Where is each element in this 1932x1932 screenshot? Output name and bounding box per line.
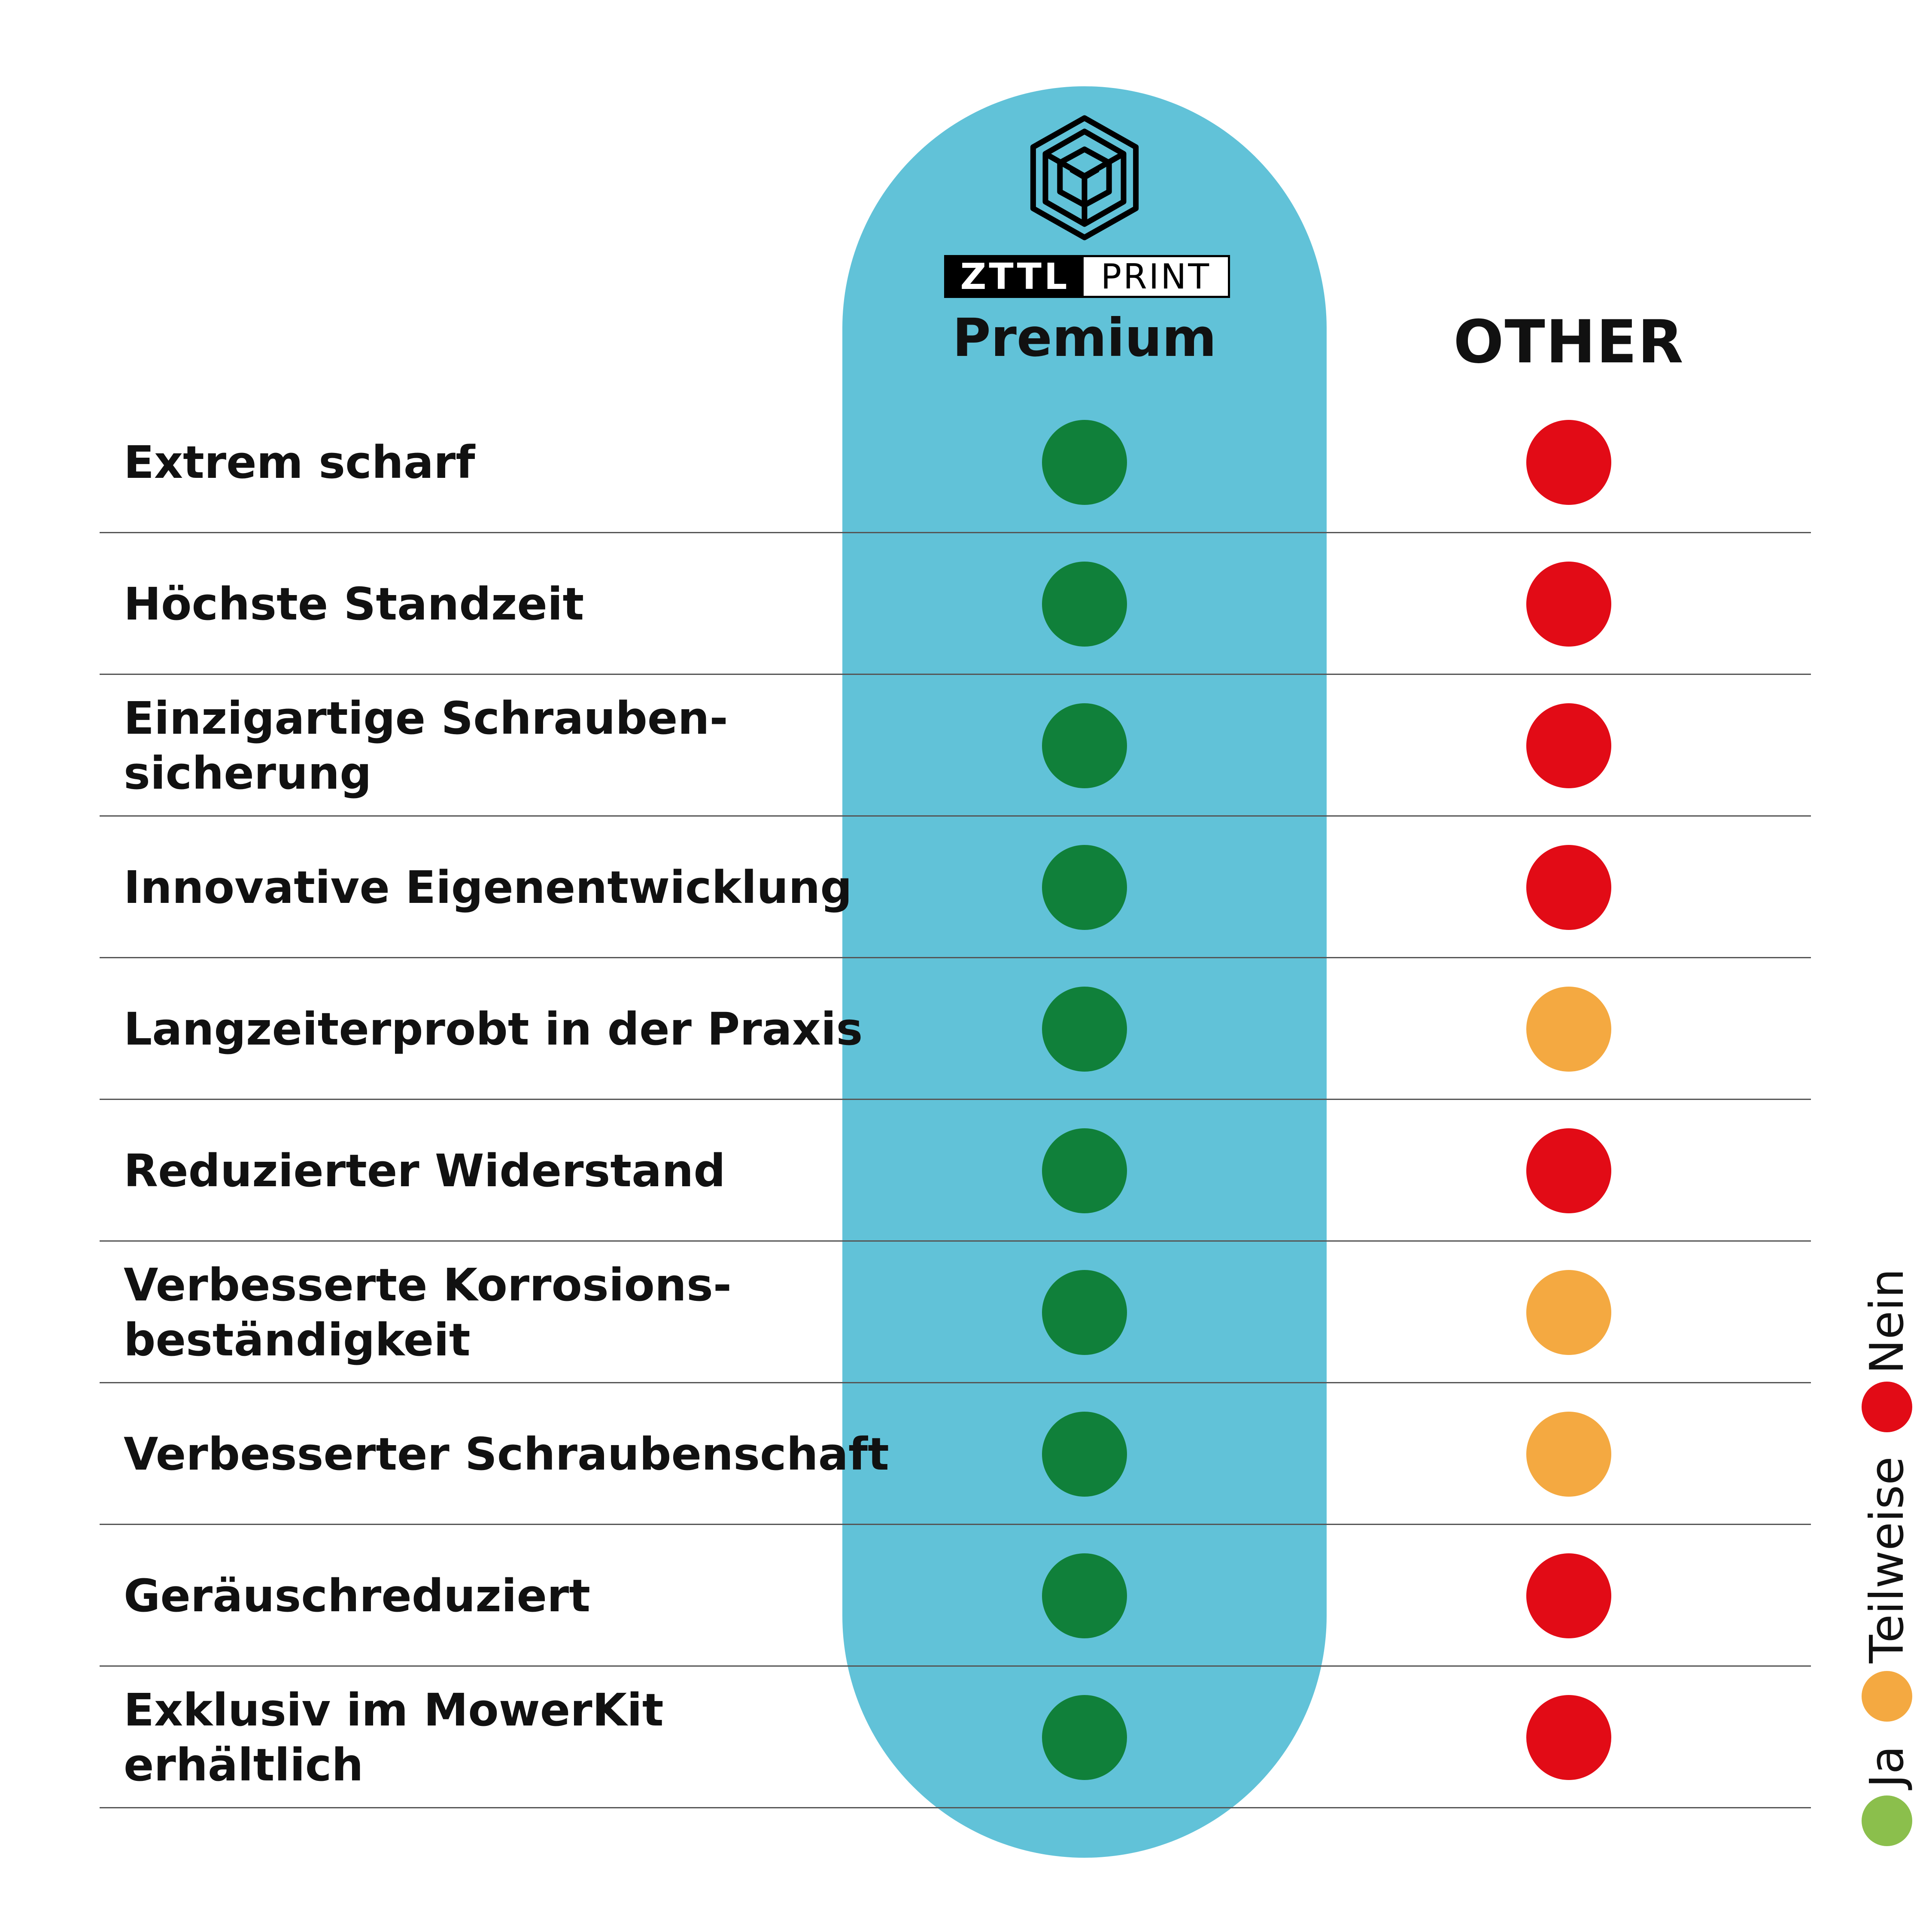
- legend-ja-dot: [1862, 1795, 1912, 1846]
- feature-label: Verbesserte Korrosions- beständigkeit: [124, 1259, 732, 1366]
- other-column-title: OTHER: [1453, 307, 1684, 377]
- premium-status-dot: [1042, 1128, 1127, 1213]
- other-status-dot: [1526, 1270, 1611, 1355]
- feature-label: Reduzierter Widerstand: [124, 1145, 726, 1197]
- other-status-dot: [1526, 987, 1611, 1072]
- row-divider: [100, 532, 1811, 533]
- row-divider: [100, 1665, 1811, 1667]
- table-row: Langzeiterprobt in der Praxis: [100, 958, 1811, 1100]
- brand-wordmark-left: ZTTL: [946, 255, 1084, 298]
- table-row: Exklusiv im MowerKit erhältlich: [100, 1667, 1811, 1808]
- ztl-print-cube-logo-icon: [1029, 113, 1140, 242]
- table-row: Geräuschreduziert: [100, 1525, 1811, 1667]
- premium-status-dot: [1042, 420, 1127, 505]
- feature-label: Langzeiterprobt in der Praxis: [124, 1003, 863, 1055]
- table-row: Verbesserter Schraubenschaft: [100, 1383, 1811, 1525]
- legend-teilweise-dot: [1862, 1671, 1912, 1722]
- legend-item-ja: Ja: [1860, 1746, 1914, 1846]
- feature-label: Exklusiv im MowerKit erhältlich: [124, 1684, 664, 1791]
- row-divider: [100, 957, 1811, 958]
- other-status-dot: [1526, 1412, 1611, 1497]
- premium-status-dot: [1042, 562, 1127, 647]
- legend: Ja Teilweise Nein: [1859, 1202, 1915, 1846]
- other-status-dot: [1526, 562, 1611, 647]
- premium-status-dot: [1042, 1270, 1127, 1355]
- other-status-dot: [1526, 420, 1611, 505]
- legend-item-nein: Nein: [1860, 1269, 1914, 1433]
- other-status-dot: [1526, 703, 1611, 788]
- row-divider: [100, 1807, 1811, 1808]
- other-status-dot: [1526, 1695, 1611, 1780]
- premium-status-dot: [1042, 845, 1127, 930]
- table-row: Extrem scharf: [100, 392, 1811, 533]
- feature-label: Höchste Standzeit: [124, 578, 584, 630]
- premium-status-dot: [1042, 703, 1127, 788]
- premium-status-dot: [1042, 1695, 1127, 1780]
- table-row: Verbesserte Korrosions- beständigkeit: [100, 1242, 1811, 1383]
- row-divider: [100, 674, 1811, 675]
- feature-label: Extrem scharf: [124, 436, 475, 489]
- other-status-dot: [1526, 845, 1611, 930]
- row-divider: [100, 1524, 1811, 1525]
- legend-nein-dot: [1862, 1382, 1912, 1433]
- table-row: Einzigartige Schrauben- sicherung: [100, 675, 1811, 817]
- legend-nein-label: Nein: [1860, 1268, 1914, 1374]
- feature-label: Verbesserter Schraubenschaft: [124, 1428, 889, 1480]
- premium-status-dot: [1042, 1553, 1127, 1638]
- legend-teilweise-label: Teilweise: [1860, 1456, 1914, 1663]
- brand-wordmark-right: PRINT: [1084, 257, 1228, 297]
- legend-item-teilweise: Teilweise: [1860, 1456, 1914, 1722]
- feature-label: Geräuschreduziert: [124, 1570, 591, 1622]
- other-status-dot: [1526, 1128, 1611, 1213]
- table-row: Innovative Eigenentwicklung: [100, 817, 1811, 958]
- feature-label: Innovative Eigenentwicklung: [124, 861, 852, 914]
- feature-label: Einzigartige Schrauben- sicherung: [124, 692, 728, 799]
- premium-status-dot: [1042, 1412, 1127, 1497]
- premium-status-dot: [1042, 987, 1127, 1072]
- row-divider: [100, 815, 1811, 817]
- legend-ja-label: Ja: [1860, 1745, 1914, 1788]
- row-divider: [100, 1382, 1811, 1383]
- row-divider: [100, 1240, 1811, 1242]
- premium-column-title: Premium: [952, 307, 1217, 368]
- row-divider: [100, 1099, 1811, 1100]
- brand-wordmark: ZTTL PRINT: [944, 255, 1230, 298]
- table-row: Höchste Standzeit: [100, 533, 1811, 675]
- table-row: Reduzierter Widerstand: [100, 1100, 1811, 1242]
- other-status-dot: [1526, 1553, 1611, 1638]
